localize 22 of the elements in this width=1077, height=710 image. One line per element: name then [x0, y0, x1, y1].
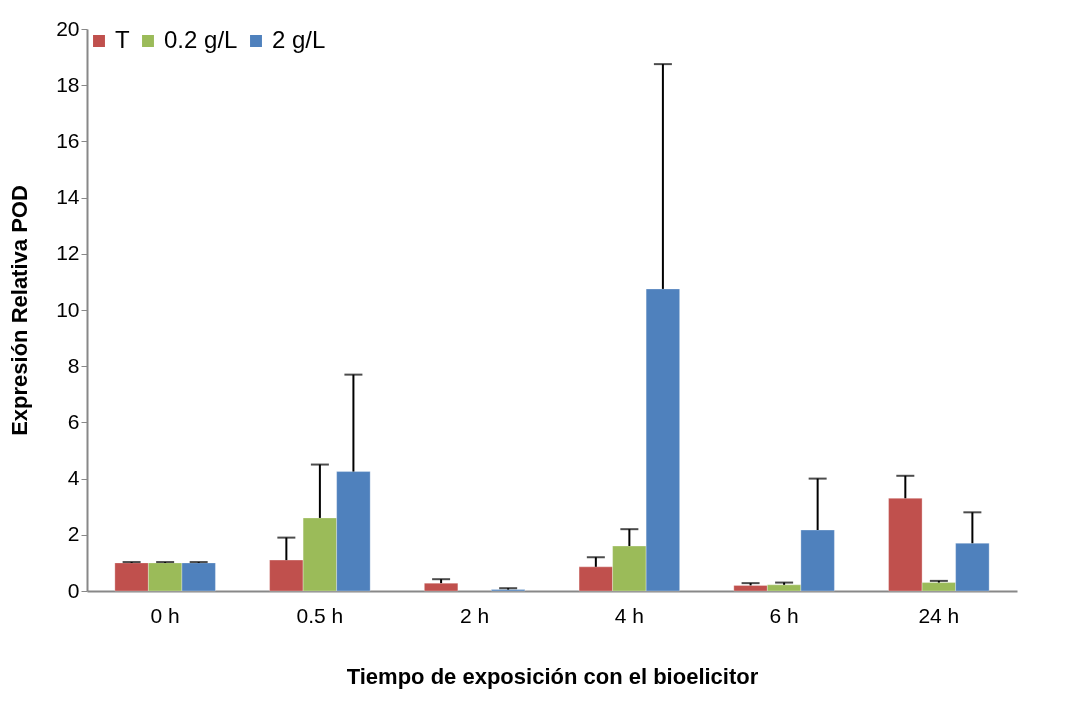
x-tick-label: 2 h — [460, 603, 490, 627]
y-tick-label: 4 — [67, 466, 80, 490]
y-tick-label: 20 — [56, 16, 80, 40]
y-tick-label: 0 — [67, 578, 80, 602]
x-tick-label: 4 h — [614, 603, 644, 627]
y-tick-label: 12 — [56, 241, 80, 265]
x-tick-label: 0 h — [150, 603, 180, 627]
y-tick-label: 10 — [56, 297, 80, 321]
x-axis-title: Tiempo de exposición con el bioelicitor — [346, 663, 759, 689]
legend-label: 0.2 g/L — [164, 26, 238, 53]
y-tick-label: 14 — [56, 185, 80, 209]
x-tick-label: 6 h — [769, 603, 799, 627]
y-tick-label: 6 — [67, 409, 80, 433]
x-tick-label: 24 h — [918, 603, 960, 627]
y-tick-label: 2 — [67, 522, 80, 546]
y-tick-label: 16 — [56, 128, 80, 152]
legend-label: T — [115, 26, 130, 53]
legend-label: 2 g/L — [272, 26, 326, 53]
y-tick-label: 8 — [67, 353, 80, 377]
y-tick-label: 18 — [56, 72, 80, 96]
x-tick-label: 0.5 h — [296, 603, 344, 627]
y-axis-title: Expresión Relativa POD — [7, 185, 33, 436]
